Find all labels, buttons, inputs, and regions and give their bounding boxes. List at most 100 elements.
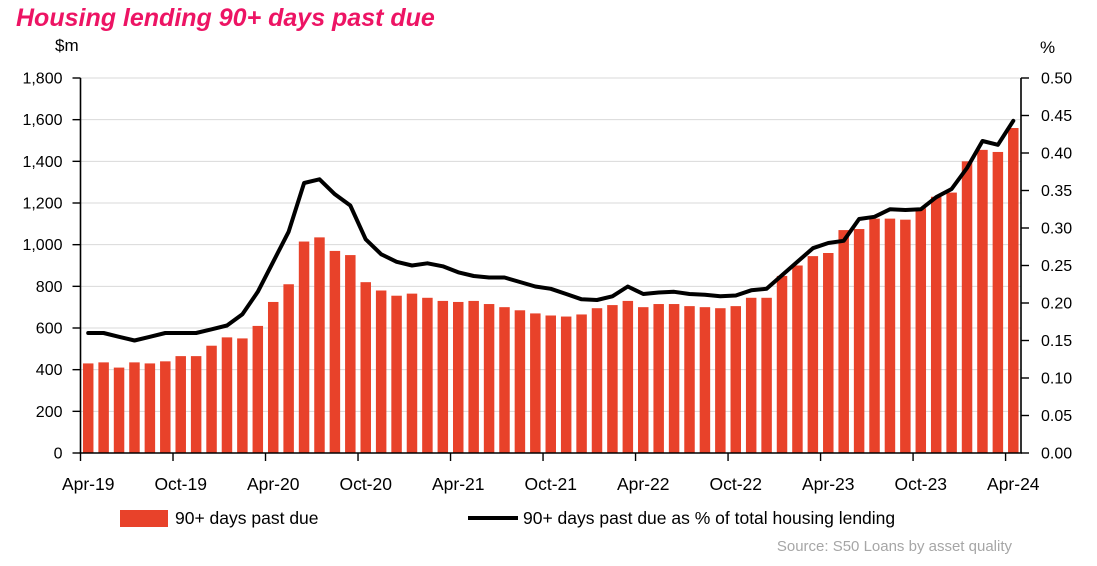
bar bbox=[129, 362, 140, 453]
page-title: Housing lending 90+ days past due bbox=[16, 4, 435, 32]
bar bbox=[391, 295, 402, 453]
legend-label: 90+ days past due bbox=[175, 507, 319, 528]
x-tick-label: Apr-20 bbox=[247, 474, 300, 494]
bar bbox=[776, 275, 788, 453]
bar bbox=[314, 237, 325, 453]
right-tick-label: 0.20 bbox=[1041, 296, 1072, 313]
right-tick-label: 0.40 bbox=[1041, 146, 1072, 163]
bar bbox=[853, 229, 865, 453]
right-tick-label: 0.30 bbox=[1041, 221, 1072, 238]
bar bbox=[499, 307, 510, 453]
bar bbox=[900, 219, 911, 453]
bar bbox=[591, 308, 603, 453]
bar bbox=[699, 307, 711, 453]
bar bbox=[977, 149, 988, 453]
legend-item-line-series: 90+ days past due as % of total housing … bbox=[468, 505, 895, 531]
line-series-swatch bbox=[468, 516, 518, 520]
bar bbox=[190, 356, 202, 453]
x-tick-label: Oct-23 bbox=[895, 474, 948, 494]
bar bbox=[252, 325, 264, 453]
right-tick-label: 0.35 bbox=[1041, 183, 1072, 200]
legend-item-bar-series: 90+ days past due bbox=[120, 505, 319, 531]
bar bbox=[144, 363, 156, 453]
bar bbox=[961, 161, 973, 454]
bar bbox=[884, 218, 896, 453]
bar bbox=[1008, 128, 1019, 453]
left-tick-label: 0 bbox=[54, 446, 63, 463]
bar bbox=[267, 301, 279, 453]
bar bbox=[992, 151, 1004, 454]
left-tick-label: 1,800 bbox=[22, 71, 62, 88]
bar bbox=[452, 301, 464, 453]
bar bbox=[607, 305, 618, 453]
source-note: Source: S50 Loans by asset quality bbox=[776, 538, 1012, 555]
bar bbox=[638, 307, 649, 453]
bar bbox=[823, 253, 834, 453]
left-axis-unit-label: $m bbox=[55, 36, 79, 55]
bar bbox=[283, 284, 294, 453]
x-tick-label: Oct-21 bbox=[524, 474, 577, 494]
x-tick-label: Oct-19 bbox=[154, 474, 207, 494]
bar bbox=[745, 297, 757, 453]
bar bbox=[98, 362, 109, 453]
bar bbox=[715, 308, 726, 453]
bar bbox=[761, 297, 772, 453]
right-axis-unit-label: % bbox=[1040, 38, 1056, 57]
bar bbox=[930, 196, 942, 453]
bar bbox=[175, 356, 186, 453]
bar bbox=[329, 250, 341, 453]
right-tick-label: 0.25 bbox=[1041, 258, 1072, 275]
left-tick-label: 1,600 bbox=[22, 112, 62, 129]
bar bbox=[406, 293, 418, 453]
bar bbox=[946, 192, 957, 454]
left-tick-label: 1,000 bbox=[22, 237, 62, 254]
right-tick-label: 0.10 bbox=[1041, 371, 1072, 388]
bar bbox=[545, 315, 556, 453]
bar bbox=[298, 241, 310, 453]
bar bbox=[869, 218, 880, 453]
bar bbox=[807, 256, 819, 453]
x-tick-label: Apr-19 bbox=[62, 474, 115, 494]
x-tick-label: Oct-22 bbox=[710, 474, 763, 494]
bar-series-swatch bbox=[120, 509, 168, 527]
right-tick-label: 0.45 bbox=[1041, 108, 1072, 125]
bar bbox=[160, 361, 171, 453]
bar bbox=[483, 304, 495, 453]
left-tick-label: 400 bbox=[36, 362, 63, 379]
x-tick-label: Oct-20 bbox=[339, 474, 392, 494]
x-tick-label: Apr-23 bbox=[802, 474, 855, 494]
bar bbox=[514, 310, 526, 453]
bar bbox=[730, 306, 742, 453]
bar bbox=[530, 313, 541, 453]
left-tick-label: 800 bbox=[36, 279, 63, 296]
right-tick-label: 0.15 bbox=[1041, 333, 1072, 350]
bar bbox=[237, 338, 248, 453]
x-tick-label: Apr-24 bbox=[987, 474, 1040, 494]
right-tick-label: 0.00 bbox=[1041, 446, 1072, 463]
bar bbox=[560, 316, 572, 453]
chart-legend: 90+ days past due 90+ days past due as %… bbox=[0, 505, 1097, 531]
bar bbox=[221, 337, 233, 453]
bar bbox=[668, 304, 680, 453]
bar bbox=[82, 363, 94, 453]
bar bbox=[838, 230, 849, 453]
bar bbox=[684, 306, 695, 453]
x-tick-label: Apr-21 bbox=[432, 474, 485, 494]
legend-label: 90+ days past due as % of total housing … bbox=[523, 507, 896, 528]
right-tick-label: 0.05 bbox=[1041, 408, 1072, 425]
left-tick-label: 1,400 bbox=[22, 154, 62, 171]
left-tick-label: 200 bbox=[36, 404, 63, 421]
bar bbox=[375, 290, 387, 453]
bar bbox=[468, 300, 479, 453]
bar bbox=[437, 300, 449, 453]
pct-line bbox=[86, 118, 1016, 343]
left-tick-label: 600 bbox=[36, 321, 63, 338]
bar bbox=[422, 297, 433, 453]
bar bbox=[792, 265, 803, 453]
bar bbox=[206, 345, 217, 453]
bar bbox=[113, 367, 125, 453]
bar bbox=[915, 208, 927, 453]
bar bbox=[360, 282, 371, 453]
